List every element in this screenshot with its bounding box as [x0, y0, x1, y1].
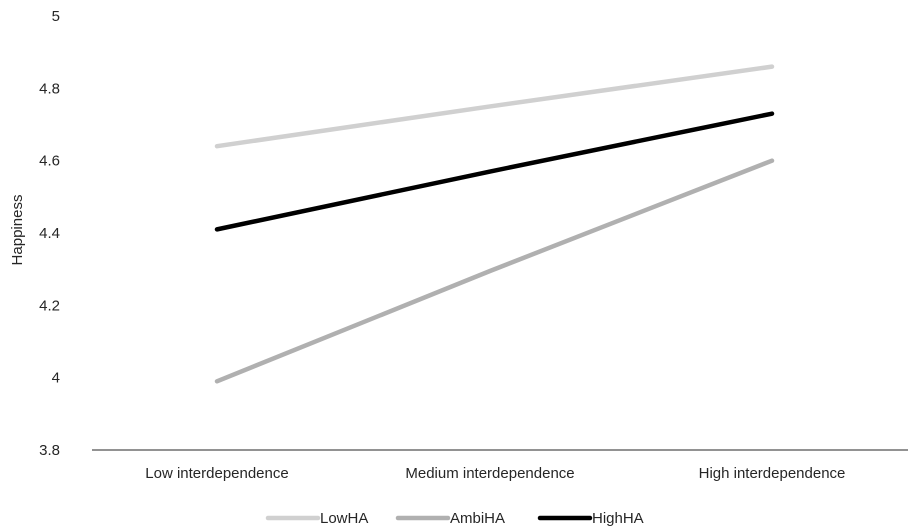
series-line-highha: [214, 111, 775, 232]
y-tick-label: 5: [52, 8, 60, 25]
y-tick-label: 4.6: [39, 153, 60, 170]
y-tick-label: 4.4: [39, 225, 60, 242]
series-line-lowha: [214, 64, 775, 149]
x-axis-ticks: Low interdependence Medium interdependenc…: [145, 465, 845, 482]
y-tick-label: 4: [52, 370, 60, 387]
y-tick-label: 4.2: [39, 297, 60, 314]
legend-label: HighHA: [592, 510, 644, 527]
y-tick-label: 4.8: [39, 80, 60, 97]
legend-label: LowHA: [320, 510, 368, 527]
legend: LowHA AmbiHA HighHA: [265, 510, 644, 527]
series-lines: [214, 64, 775, 384]
series-line-ambiha: [214, 158, 775, 384]
legend-label: AmbiHA: [450, 510, 505, 527]
x-tick-label: Low interdependence: [145, 465, 288, 482]
x-tick-label: High interdependence: [699, 465, 846, 482]
y-tick-label: 3.8: [39, 442, 60, 459]
x-tick-label: Medium interdependence: [405, 465, 574, 482]
y-axis-ticks: 3.8 4 4.2 4.4 4.6 4.8 5: [39, 8, 60, 459]
y-axis-title: Happiness: [9, 195, 26, 266]
